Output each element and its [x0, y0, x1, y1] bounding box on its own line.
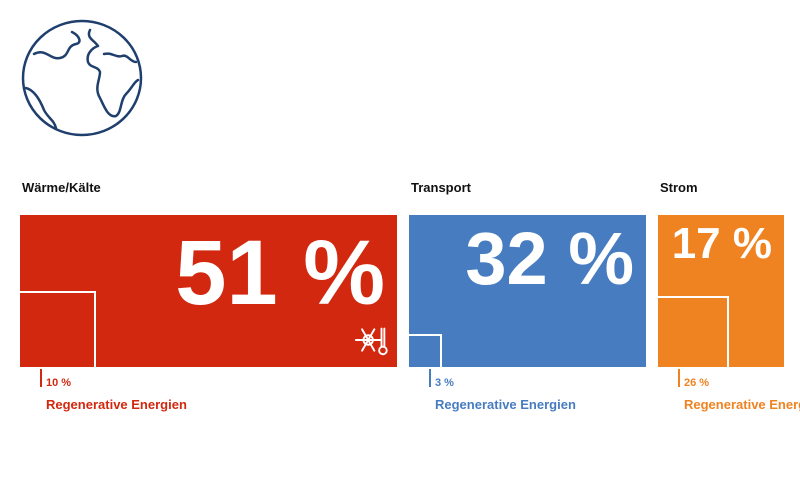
renewable-label-waerme-kaelte: Regenerative Energien	[46, 397, 187, 412]
share-tick-strom	[678, 369, 680, 387]
bar-waerme-kaelte: 51 %	[20, 215, 397, 367]
globe-icon	[21, 19, 143, 137]
bar-transport: 32 %	[409, 215, 646, 367]
value-label-strom: 17 %	[671, 219, 772, 268]
renewable-value-waerme-kaelte: 10 %	[46, 377, 72, 389]
renewable-label-strom: Regenerative Energien	[684, 397, 800, 412]
bar-strom: 17 %	[658, 215, 784, 367]
share-tick-waerme-kaelte	[40, 369, 42, 387]
snowflake-thermometer-icon	[354, 327, 388, 356]
renewable-value-transport: 3 %	[435, 377, 454, 389]
renewable-label-transport: Regenerative Energien	[435, 397, 576, 412]
value-label-transport: 32 %	[465, 217, 634, 300]
category-label-strom: Strom	[660, 180, 698, 195]
category-label-waerme-kaelte: Wärme/Kälte	[22, 180, 101, 195]
renewable-share-strom	[658, 296, 729, 367]
renewable-share-transport	[409, 334, 442, 367]
value-label-waerme-kaelte: 51 %	[175, 222, 385, 324]
renewable-share-waerme-kaelte	[20, 291, 96, 367]
renewable-value-strom: 26 %	[684, 377, 710, 389]
share-tick-transport	[429, 369, 431, 387]
category-label-transport: Transport	[411, 180, 471, 195]
